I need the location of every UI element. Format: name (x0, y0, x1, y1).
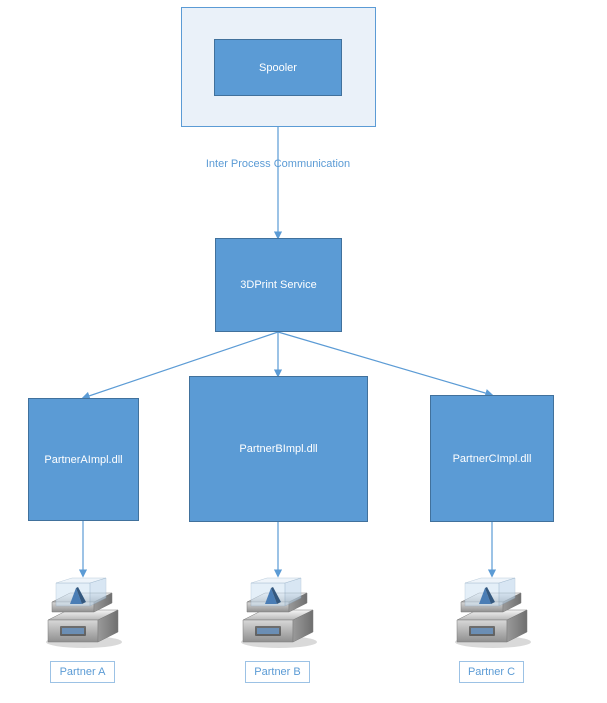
service-node: 3DPrint Service (215, 238, 342, 332)
printer-b-icon (235, 576, 321, 648)
spooler-label: Spooler (259, 62, 297, 74)
impl-b-label: PartnerBImpl.dll (239, 443, 317, 455)
printer-a-icon (40, 576, 126, 648)
partner-c-text: Partner C (468, 666, 515, 678)
impl-b-node: PartnerBImpl.dll (189, 376, 368, 522)
partner-b-text: Partner B (254, 666, 300, 678)
partner-b-label-box: Partner B (245, 661, 310, 683)
impl-a-label: PartnerAImpl.dll (44, 454, 122, 466)
partner-a-text: Partner A (60, 666, 106, 678)
impl-c-label: PartnerCImpl.dll (453, 453, 532, 465)
partner-c-label-box: Partner C (459, 661, 524, 683)
printer-c-icon (449, 576, 535, 648)
edge-label: Inter Process Communication (198, 158, 358, 170)
partner-a-label-box: Partner A (50, 661, 115, 683)
impl-c-node: PartnerCImpl.dll (430, 395, 554, 522)
impl-a-node: PartnerAImpl.dll (28, 398, 139, 521)
service-label: 3DPrint Service (240, 279, 316, 291)
spooler-node: Spooler (214, 39, 342, 96)
